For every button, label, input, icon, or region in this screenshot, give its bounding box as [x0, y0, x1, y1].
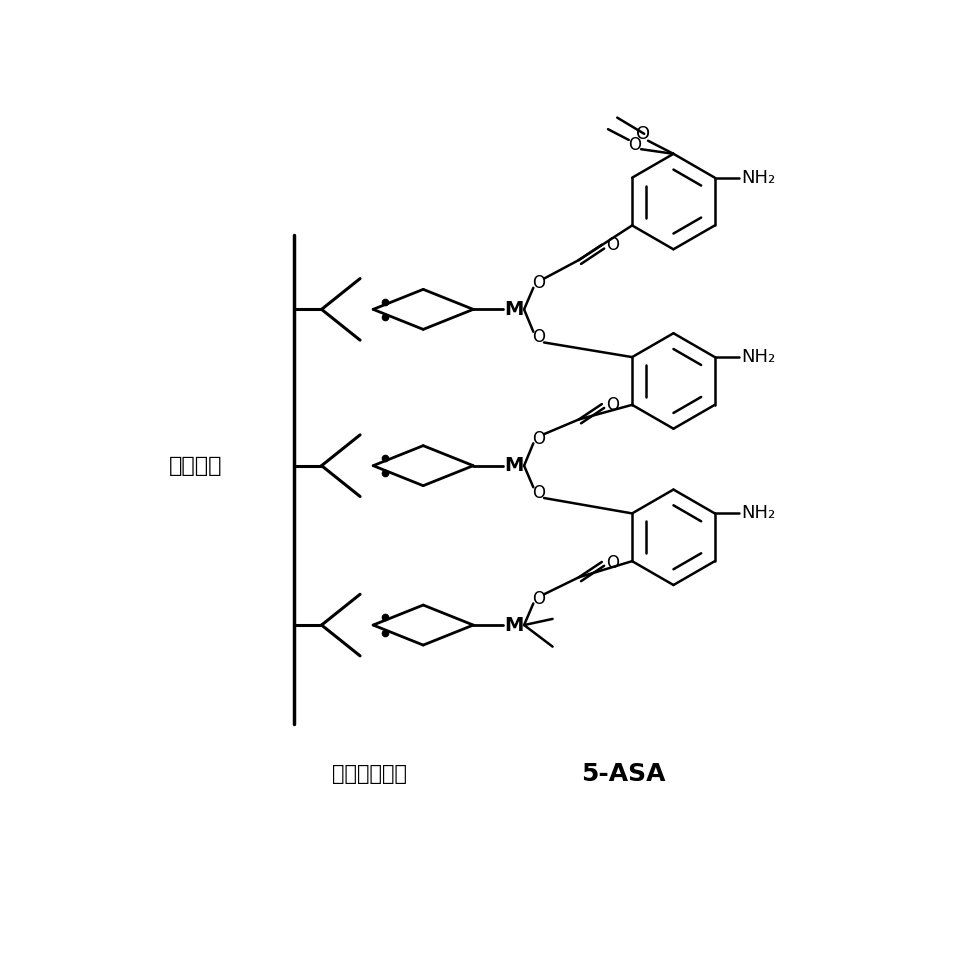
Text: O: O: [532, 274, 546, 292]
Text: O: O: [606, 236, 619, 255]
Text: O: O: [635, 125, 650, 143]
Text: O: O: [532, 328, 546, 346]
Text: 5-ASA: 5-ASA: [581, 762, 666, 786]
Text: M: M: [504, 616, 523, 634]
Text: O: O: [532, 430, 546, 448]
Text: NH₂: NH₂: [741, 505, 776, 523]
Text: NH₂: NH₂: [741, 169, 776, 186]
Text: 生物粘附佐剂: 生物粘附佐剂: [332, 764, 407, 783]
Text: 细胞表面: 细胞表面: [170, 456, 223, 476]
Text: O: O: [629, 136, 641, 154]
Text: O: O: [532, 590, 546, 608]
Text: O: O: [606, 396, 619, 414]
Text: O: O: [606, 554, 619, 572]
Text: O: O: [532, 483, 546, 502]
Text: M: M: [504, 456, 523, 475]
Text: NH₂: NH₂: [741, 348, 776, 366]
Text: M: M: [504, 300, 523, 319]
